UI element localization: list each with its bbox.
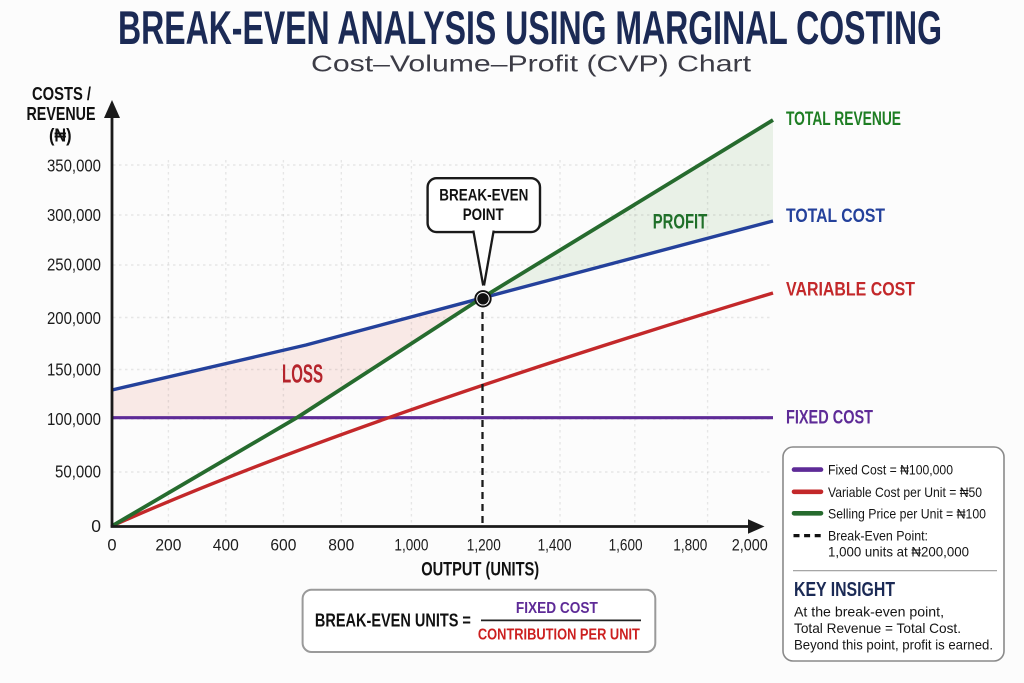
svg-text:300,000: 300,000	[47, 205, 101, 225]
svg-text:350,000: 350,000	[47, 156, 101, 176]
svg-text:Selling Price per Unit = ₦100: Selling Price per Unit = ₦100	[828, 505, 986, 521]
svg-text:Cost–Volume–Profit (CVP) Chart: Cost–Volume–Profit (CVP) Chart	[311, 51, 752, 77]
svg-text:(₦): (₦)	[49, 126, 72, 146]
svg-text:PROFIT: PROFIT	[653, 211, 708, 234]
svg-text:POINT: POINT	[463, 205, 504, 224]
svg-text:1,000 units at ₦200,000: 1,000 units at ₦200,000	[828, 543, 969, 559]
svg-text:OUTPUT (UNITS): OUTPUT (UNITS)	[421, 559, 539, 580]
svg-text:Fixed Cost = ₦100,000: Fixed Cost = ₦100,000	[828, 462, 953, 478]
svg-text:BREAK-EVEN: BREAK-EVEN	[439, 186, 528, 205]
svg-text:Total Revenue = Total Cost.: Total Revenue = Total Cost.	[794, 620, 961, 636]
svg-text:50,000: 50,000	[55, 462, 101, 482]
svg-text:1,800: 1,800	[673, 537, 707, 555]
svg-text:KEY INSIGHT: KEY INSIGHT	[794, 579, 895, 601]
svg-text:800: 800	[328, 537, 354, 555]
svg-text:LOSS: LOSS	[282, 359, 323, 389]
svg-text:200: 200	[155, 537, 181, 555]
svg-text:COSTS /: COSTS /	[32, 84, 91, 104]
svg-text:400: 400	[213, 537, 239, 555]
svg-text:TOTAL COST: TOTAL COST	[786, 206, 885, 227]
svg-text:VARIABLE COST: VARIABLE COST	[786, 280, 915, 301]
svg-text:600: 600	[270, 537, 296, 555]
svg-text:Break-Even Point:: Break-Even Point:	[828, 528, 928, 544]
svg-text:100,000: 100,000	[47, 409, 101, 429]
svg-text:CONTRIBUTION PER UNIT: CONTRIBUTION PER UNIT	[478, 626, 640, 643]
svg-text:REVENUE: REVENUE	[27, 104, 96, 124]
svg-text:At the break-even point,: At the break-even point,	[794, 603, 944, 619]
svg-text:0: 0	[107, 537, 116, 555]
svg-text:1,000: 1,000	[394, 537, 428, 555]
svg-text:BREAK-EVEN ANALYSIS USING MARG: BREAK-EVEN ANALYSIS USING MARGINAL COSTI…	[118, 2, 942, 55]
svg-text:Beyond this point, profit is e: Beyond this point, profit is earned.	[794, 637, 993, 653]
svg-text:FIXED COST: FIXED COST	[786, 408, 873, 429]
svg-text:1,600: 1,600	[609, 537, 643, 555]
svg-text:BREAK-EVEN UNITS =: BREAK-EVEN UNITS =	[315, 610, 471, 630]
svg-text:200,000: 200,000	[47, 308, 101, 328]
svg-text:150,000: 150,000	[47, 359, 101, 379]
svg-text:TOTAL REVENUE: TOTAL REVENUE	[786, 109, 901, 130]
svg-text:250,000: 250,000	[47, 255, 101, 275]
svg-text:Variable Cost per Unit = ₦50: Variable Cost per Unit = ₦50	[828, 484, 982, 500]
svg-text:FIXED COST: FIXED COST	[516, 600, 598, 617]
svg-text:2,000: 2,000	[732, 537, 768, 555]
svg-text:0: 0	[91, 516, 101, 536]
svg-text:1,200: 1,200	[467, 537, 501, 555]
svg-text:1,400: 1,400	[538, 537, 572, 555]
